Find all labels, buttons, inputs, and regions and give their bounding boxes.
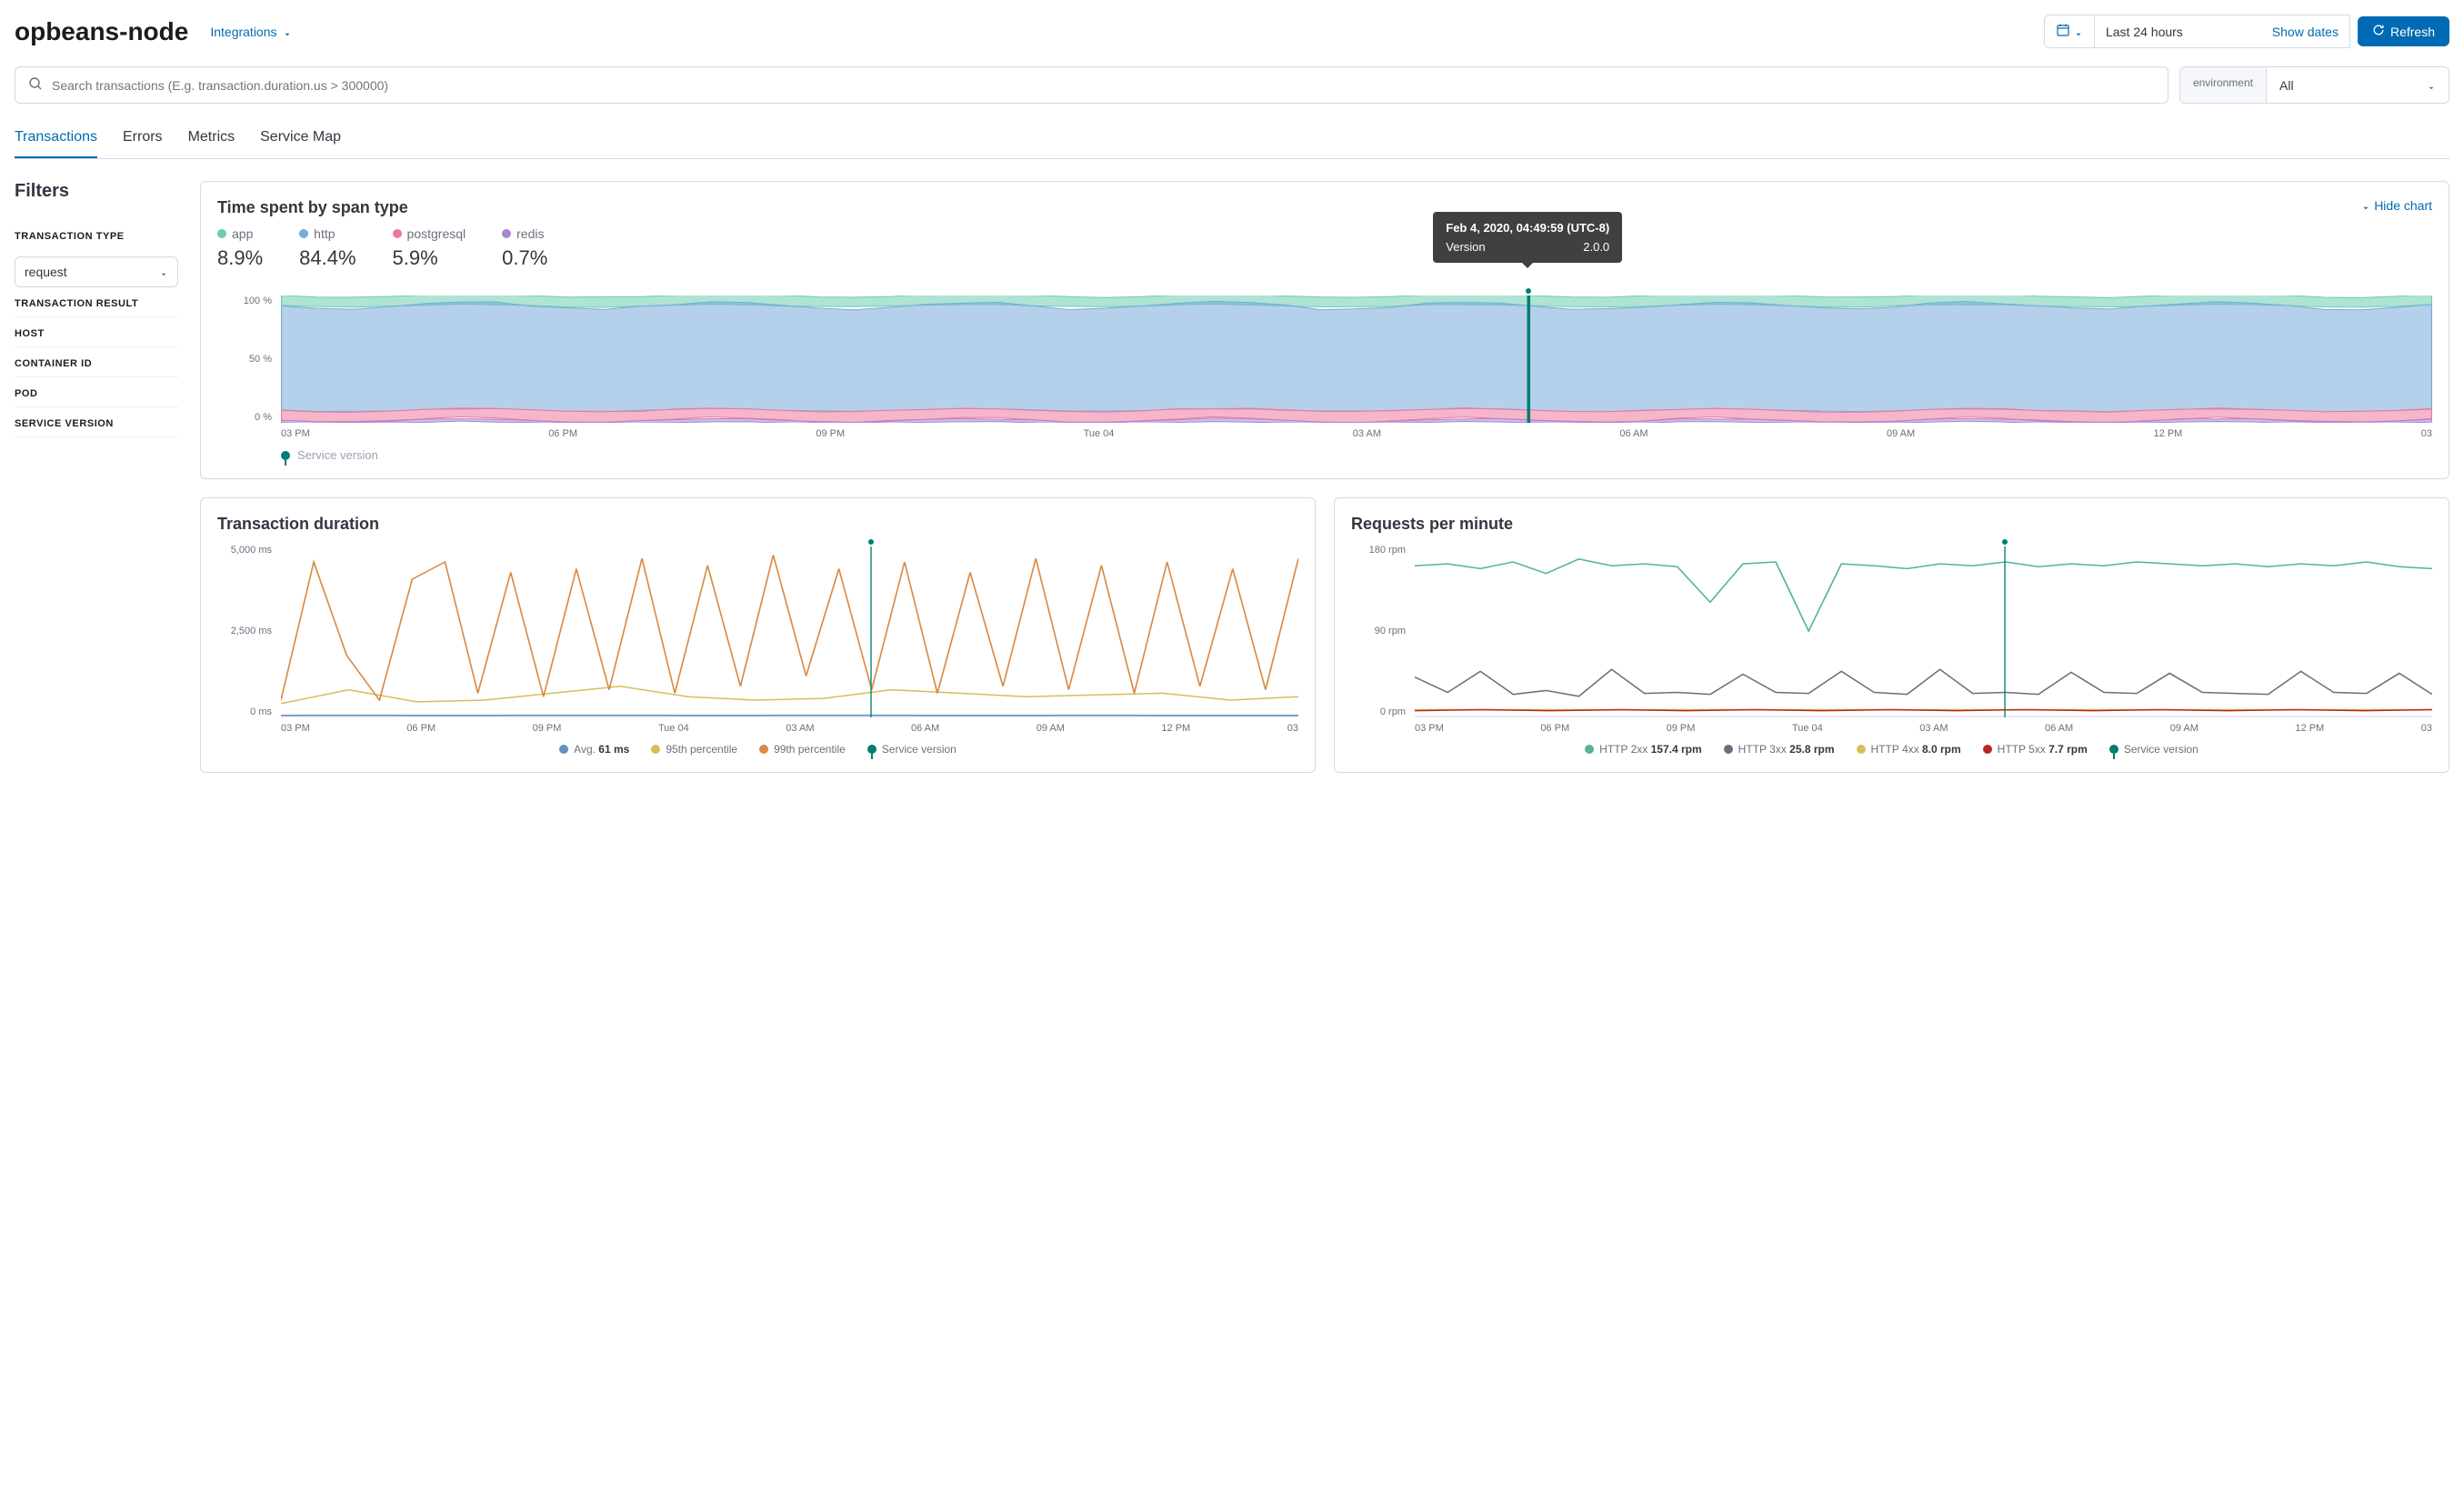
legend-service-version[interactable]: Service version (867, 743, 957, 756)
rpm-panel: Requests per minute 180 rpm90 rpm0 rpm 0… (1334, 497, 2449, 773)
refresh-label: Refresh (2390, 25, 2435, 39)
duration-panel: Transaction duration 5,000 ms2,500 ms0 m… (200, 497, 1316, 773)
chevron-down-icon (2361, 201, 2370, 210)
filter-pod[interactable]: POD (15, 377, 178, 407)
dot-icon (1585, 745, 1594, 754)
chart-tooltip: Feb 4, 2020, 04:49:59 (UTC-8)Version2.0.… (1433, 212, 1622, 263)
legend-99th-percentile[interactable]: 99th percentile (759, 743, 846, 756)
legend-service-version[interactable]: Service version (2109, 743, 2199, 756)
date-range-display[interactable]: Last 24 hours Show dates (2095, 15, 2349, 47)
search-input[interactable] (52, 78, 2155, 93)
tab-errors[interactable]: Errors (123, 118, 163, 158)
refresh-button[interactable]: Refresh (2358, 16, 2449, 46)
version-marker[interactable] (1524, 286, 1533, 296)
legend-http-2xx[interactable]: HTTP 2xx 157.4 rpm (1585, 743, 1702, 756)
pin-icon (867, 745, 876, 754)
dot-icon (502, 229, 511, 238)
chevron-down-icon (283, 27, 292, 36)
span-chart-title: Time spent by span type (217, 198, 547, 217)
legend-http-4xx[interactable]: HTTP 4xx 8.0 rpm (1857, 743, 1961, 756)
transaction-type-select[interactable]: request (15, 256, 178, 287)
dot-icon (1857, 745, 1866, 754)
filter-transaction-result[interactable]: TRANSACTION RESULT (15, 287, 178, 317)
refresh-icon (2372, 24, 2385, 39)
calendar-icon (2056, 23, 2070, 40)
dot-icon (559, 745, 568, 754)
environment-select[interactable]: All (2267, 67, 2449, 103)
dot-icon (759, 745, 768, 754)
tab-transactions[interactable]: Transactions (15, 118, 97, 158)
span-legend-postgresql[interactable]: postgresql5.9% (393, 226, 466, 270)
span-legend-app[interactable]: app8.9% (217, 226, 263, 270)
span-legend-http[interactable]: http84.4% (299, 226, 356, 270)
service-version-legend: Service version (297, 448, 378, 462)
duration-title: Transaction duration (217, 515, 1298, 534)
date-range-text: Last 24 hours (2106, 25, 2183, 39)
filter-container-id[interactable]: CONTAINER ID (15, 347, 178, 377)
span-legend-redis[interactable]: redis0.7% (502, 226, 547, 270)
chevron-down-icon (159, 267, 168, 276)
chevron-down-icon (2427, 81, 2436, 90)
pin-icon (281, 451, 290, 460)
legend-avg-[interactable]: Avg. 61 ms (559, 743, 629, 756)
environment-label: environment (2180, 67, 2267, 103)
dot-icon (393, 229, 402, 238)
pin-icon (2109, 745, 2118, 754)
environment-value: All (2279, 78, 2294, 93)
rpm-title: Requests per minute (1351, 515, 2432, 534)
dot-icon (651, 745, 660, 754)
dot-icon (217, 229, 226, 238)
tabs: Transactions Errors Metrics Service Map (15, 118, 2449, 159)
dot-icon (299, 229, 308, 238)
legend-http-3xx[interactable]: HTTP 3xx 25.8 rpm (1724, 743, 1835, 756)
tab-metrics[interactable]: Metrics (188, 118, 235, 158)
search-input-wrapper[interactable] (15, 66, 2169, 104)
filters-heading: Filters (15, 181, 178, 202)
integrations-label: Integrations (210, 25, 276, 39)
chevron-down-icon (2074, 27, 2083, 36)
hide-chart-label: Hide chart (2374, 198, 2432, 213)
transaction-type-label: TRANSACTION TYPE (15, 220, 178, 249)
dot-icon (1724, 745, 1733, 754)
legend-http-5xx[interactable]: HTTP 5xx 7.7 rpm (1983, 743, 2088, 756)
hide-chart-link[interactable]: Hide chart (2361, 198, 2432, 213)
search-icon (28, 76, 43, 94)
show-dates-link[interactable]: Show dates (2272, 25, 2339, 39)
integrations-link[interactable]: Integrations (210, 25, 291, 39)
span-type-panel: Time spent by span type app8.9% http84.4%… (200, 181, 2449, 479)
filter-service-version[interactable]: SERVICE VERSION (15, 407, 178, 437)
transaction-type-value: request (25, 265, 67, 279)
filter-host[interactable]: HOST (15, 317, 178, 347)
tab-service-map[interactable]: Service Map (260, 118, 341, 158)
calendar-button[interactable] (2045, 15, 2095, 47)
dot-icon (1983, 745, 1992, 754)
page-title: opbeans-node (15, 17, 188, 46)
version-marker[interactable] (866, 537, 876, 546)
version-marker[interactable] (2000, 537, 2009, 546)
legend-95th-percentile[interactable]: 95th percentile (651, 743, 737, 756)
